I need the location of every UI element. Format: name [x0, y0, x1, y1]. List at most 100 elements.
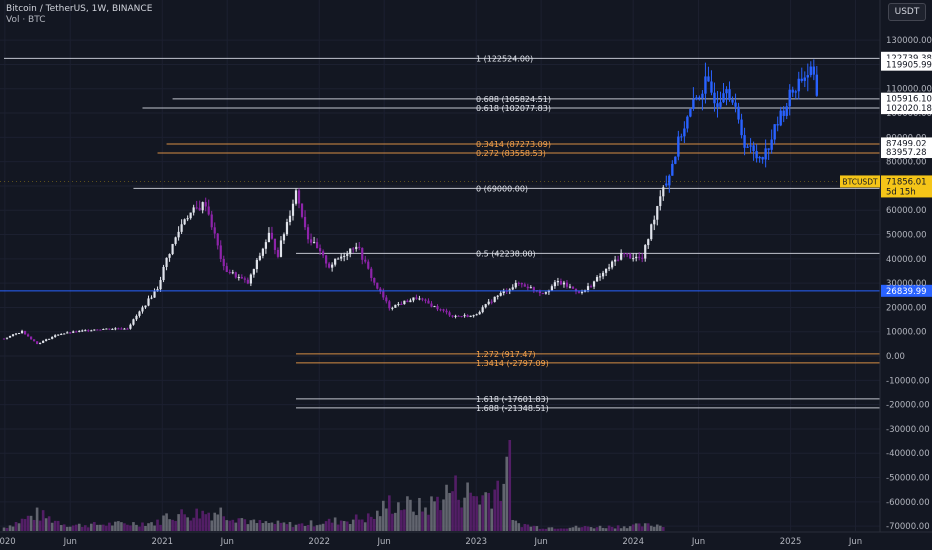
candle-body[interactable] [686, 116, 689, 129]
candle-body[interactable] [409, 300, 412, 303]
candle-body[interactable] [776, 124, 779, 126]
candle-body[interactable] [349, 248, 352, 255]
candle-body[interactable] [219, 245, 222, 259]
candle-body[interactable] [695, 97, 698, 100]
candle-body[interactable] [767, 148, 770, 150]
candle-body[interactable] [550, 286, 554, 291]
candle-body[interactable] [117, 328, 120, 330]
candle-body[interactable] [403, 300, 406, 305]
candle-body[interactable] [39, 342, 42, 344]
candle-body[interactable] [48, 338, 51, 340]
candle-body[interactable] [683, 128, 686, 137]
candle-body[interactable] [418, 298, 421, 300]
candle-body[interactable] [352, 248, 355, 250]
candle-body[interactable] [291, 203, 295, 216]
candle-body[interactable] [800, 78, 803, 81]
candle-body[interactable] [303, 216, 307, 228]
candle-body[interactable] [189, 212, 192, 219]
candle-body[interactable] [96, 329, 99, 331]
candle-body[interactable] [791, 89, 794, 93]
candle-body[interactable] [472, 315, 475, 317]
candle-body[interactable] [288, 215, 292, 223]
candle-body[interactable] [421, 298, 424, 300]
candle-body[interactable] [340, 256, 343, 259]
candle-body[interactable] [379, 288, 382, 292]
candle-body[interactable] [264, 242, 268, 249]
candle-body[interactable] [325, 255, 328, 264]
candle-body[interactable] [674, 156, 677, 164]
candle-body[interactable] [617, 259, 620, 261]
candle-body[interactable] [141, 307, 144, 312]
candle-body[interactable] [487, 301, 490, 305]
price-line-group[interactable]: 26839.99 [0, 284, 932, 297]
candle-body[interactable] [556, 281, 560, 283]
candle-body[interactable] [433, 306, 436, 308]
candle-body[interactable] [20, 330, 24, 334]
candle-body[interactable] [159, 280, 162, 290]
candle-body[interactable] [225, 266, 228, 273]
candle-body[interactable] [171, 243, 174, 255]
currency-button[interactable]: USDT [888, 3, 926, 21]
candle-body[interactable] [216, 233, 219, 246]
candle-body[interactable] [297, 190, 301, 204]
candle-body[interactable] [559, 281, 563, 285]
candle-body[interactable] [797, 78, 800, 92]
candle-body[interactable] [647, 239, 650, 246]
candle-body[interactable] [334, 258, 337, 265]
candle-body[interactable] [123, 328, 126, 330]
fib-levels[interactable]: 1 (122524.00) 0.688 (105824.51)0.618 (102… [4, 54, 880, 413]
candle-body[interactable] [5, 337, 9, 339]
candle-body[interactable] [111, 328, 114, 330]
candle-body[interactable] [517, 282, 520, 284]
candle-body[interactable] [469, 315, 472, 317]
candle-body[interactable] [36, 341, 39, 344]
candle-body[interactable] [430, 303, 433, 307]
candle-body[interactable] [788, 89, 791, 107]
candle-body[interactable] [17, 333, 21, 335]
candle-body[interactable] [436, 306, 439, 310]
candle-body[interactable] [544, 292, 547, 294]
candle-body[interactable] [376, 282, 379, 289]
candle-body[interactable] [668, 175, 671, 186]
candle-body[interactable] [815, 74, 819, 96]
candle-body[interactable] [135, 315, 138, 320]
candle-body[interactable] [758, 157, 761, 159]
candle-body[interactable] [26, 334, 30, 337]
candle-body[interactable] [343, 255, 346, 257]
candle-body[interactable] [779, 110, 782, 126]
candle-body[interactable] [72, 331, 75, 333]
candle-body[interactable] [562, 282, 566, 285]
candle-body[interactable] [571, 286, 575, 289]
volume-legend[interactable]: Vol · BTC [6, 15, 46, 25]
candle-body[interactable] [294, 190, 298, 204]
candle-body[interactable] [809, 66, 813, 76]
candle-body[interactable] [267, 232, 271, 243]
candle-body[interactable] [713, 92, 716, 104]
candle-body[interactable] [638, 256, 641, 258]
candle-body[interactable] [466, 315, 469, 317]
candle-body[interactable] [496, 295, 499, 297]
candle-body[interactable] [523, 284, 526, 287]
candle-body[interactable] [87, 330, 90, 332]
candle-body[interactable] [367, 261, 370, 269]
candle-body[interactable] [553, 282, 557, 287]
candles[interactable] [2, 59, 819, 345]
candle-body[interactable] [731, 99, 734, 103]
candle-body[interactable] [42, 340, 45, 343]
candle-body[interactable] [279, 240, 283, 257]
candle-body[interactable] [526, 286, 529, 289]
candle-body[interactable] [132, 319, 135, 325]
candle-body[interactable] [406, 300, 409, 303]
candle-body[interactable] [60, 334, 63, 336]
candle-body[interactable] [388, 301, 391, 309]
candle-body[interactable] [701, 93, 704, 99]
candle-body[interactable] [505, 290, 508, 292]
candle-body[interactable] [577, 291, 581, 293]
candle-body[interactable] [99, 329, 102, 331]
candle-body[interactable] [66, 332, 69, 334]
candle-body[interactable] [45, 339, 48, 341]
candle-body[interactable] [54, 335, 57, 337]
candle-body[interactable] [114, 328, 117, 330]
candle-body[interactable] [385, 297, 388, 302]
